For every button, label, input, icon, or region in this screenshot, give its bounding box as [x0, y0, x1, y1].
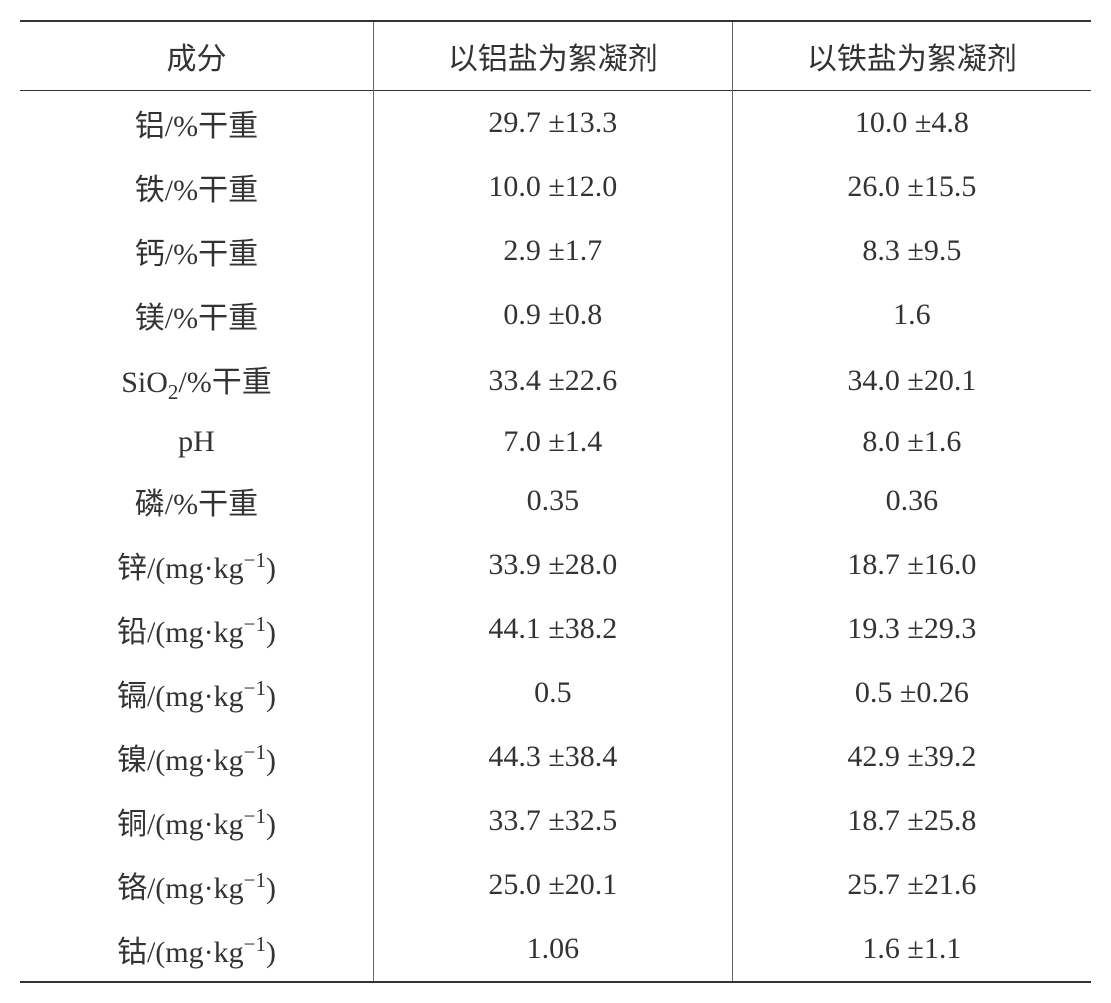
iron-value: 18.7 ±16.0: [732, 533, 1091, 597]
component-label: 铜/(mg·kg−1): [20, 789, 373, 853]
table-row: 铬/(mg·kg−1)25.0 ±20.125.7 ±21.6: [20, 853, 1091, 917]
component-label: 锌/(mg·kg−1): [20, 533, 373, 597]
aluminum-value: 0.9 ±0.8: [373, 283, 732, 347]
composition-table: 成分 以铝盐为絮凝剂 以铁盐为絮凝剂 铝/%干重29.7 ±13.310.0 ±…: [20, 20, 1091, 983]
iron-value: 8.3 ±9.5: [732, 219, 1091, 283]
aluminum-value: 10.0 ±12.0: [373, 155, 732, 219]
component-label: 钙/%干重: [20, 219, 373, 283]
aluminum-value: 7.0 ±1.4: [373, 415, 732, 469]
component-label: 铁/%干重: [20, 155, 373, 219]
iron-value: 34.0 ±20.1: [732, 347, 1091, 415]
aluminum-value: 25.0 ±20.1: [373, 853, 732, 917]
component-label: 铅/(mg·kg−1): [20, 597, 373, 661]
aluminum-value: 29.7 ±13.3: [373, 91, 732, 156]
aluminum-value: 44.3 ±38.4: [373, 725, 732, 789]
table-row: 锌/(mg·kg−1)33.9 ±28.018.7 ±16.0: [20, 533, 1091, 597]
table-row: 镁/%干重0.9 ±0.81.6: [20, 283, 1091, 347]
table-row: 铝/%干重29.7 ±13.310.0 ±4.8: [20, 91, 1091, 156]
table-body: 铝/%干重29.7 ±13.310.0 ±4.8铁/%干重10.0 ±12.02…: [20, 91, 1091, 983]
aluminum-value: 33.9 ±28.0: [373, 533, 732, 597]
table-row: pH7.0 ±1.48.0 ±1.6: [20, 415, 1091, 469]
component-label: 铝/%干重: [20, 91, 373, 156]
iron-value: 8.0 ±1.6: [732, 415, 1091, 469]
component-label: SiO2/%干重: [20, 347, 373, 415]
component-label: pH: [20, 415, 373, 469]
aluminum-value: 0.35: [373, 469, 732, 533]
aluminum-value: 0.5: [373, 661, 732, 725]
iron-value: 19.3 ±29.3: [732, 597, 1091, 661]
component-label: 铬/(mg·kg−1): [20, 853, 373, 917]
iron-value: 42.9 ±39.2: [732, 725, 1091, 789]
header-component: 成分: [20, 21, 373, 91]
iron-value: 26.0 ±15.5: [732, 155, 1091, 219]
component-label: 镉/(mg·kg−1): [20, 661, 373, 725]
component-label: 钴/(mg·kg−1): [20, 917, 373, 982]
aluminum-value: 2.9 ±1.7: [373, 219, 732, 283]
table-row: 铁/%干重10.0 ±12.026.0 ±15.5: [20, 155, 1091, 219]
table-row: SiO2/%干重33.4 ±22.634.0 ±20.1: [20, 347, 1091, 415]
header-aluminum: 以铝盐为絮凝剂: [373, 21, 732, 91]
table-row: 磷/%干重0.350.36: [20, 469, 1091, 533]
data-table-container: 成分 以铝盐为絮凝剂 以铁盐为絮凝剂 铝/%干重29.7 ±13.310.0 ±…: [20, 20, 1091, 983]
table-row: 镍/(mg·kg−1)44.3 ±38.442.9 ±39.2: [20, 725, 1091, 789]
table-row: 铜/(mg·kg−1)33.7 ±32.518.7 ±25.8: [20, 789, 1091, 853]
iron-value: 1.6: [732, 283, 1091, 347]
component-label: 镍/(mg·kg−1): [20, 725, 373, 789]
table-header-row: 成分 以铝盐为絮凝剂 以铁盐为絮凝剂: [20, 21, 1091, 91]
aluminum-value: 33.7 ±32.5: [373, 789, 732, 853]
table-row: 钴/(mg·kg−1)1.061.6 ±1.1: [20, 917, 1091, 982]
iron-value: 0.36: [732, 469, 1091, 533]
aluminum-value: 1.06: [373, 917, 732, 982]
table-row: 铅/(mg·kg−1)44.1 ±38.219.3 ±29.3: [20, 597, 1091, 661]
component-label: 磷/%干重: [20, 469, 373, 533]
component-label: 镁/%干重: [20, 283, 373, 347]
aluminum-value: 44.1 ±38.2: [373, 597, 732, 661]
iron-value: 1.6 ±1.1: [732, 917, 1091, 982]
iron-value: 0.5 ±0.26: [732, 661, 1091, 725]
iron-value: 18.7 ±25.8: [732, 789, 1091, 853]
table-row: 钙/%干重2.9 ±1.78.3 ±9.5: [20, 219, 1091, 283]
table-row: 镉/(mg·kg−1)0.50.5 ±0.26: [20, 661, 1091, 725]
header-iron: 以铁盐为絮凝剂: [732, 21, 1091, 91]
iron-value: 25.7 ±21.6: [732, 853, 1091, 917]
iron-value: 10.0 ±4.8: [732, 91, 1091, 156]
aluminum-value: 33.4 ±22.6: [373, 347, 732, 415]
